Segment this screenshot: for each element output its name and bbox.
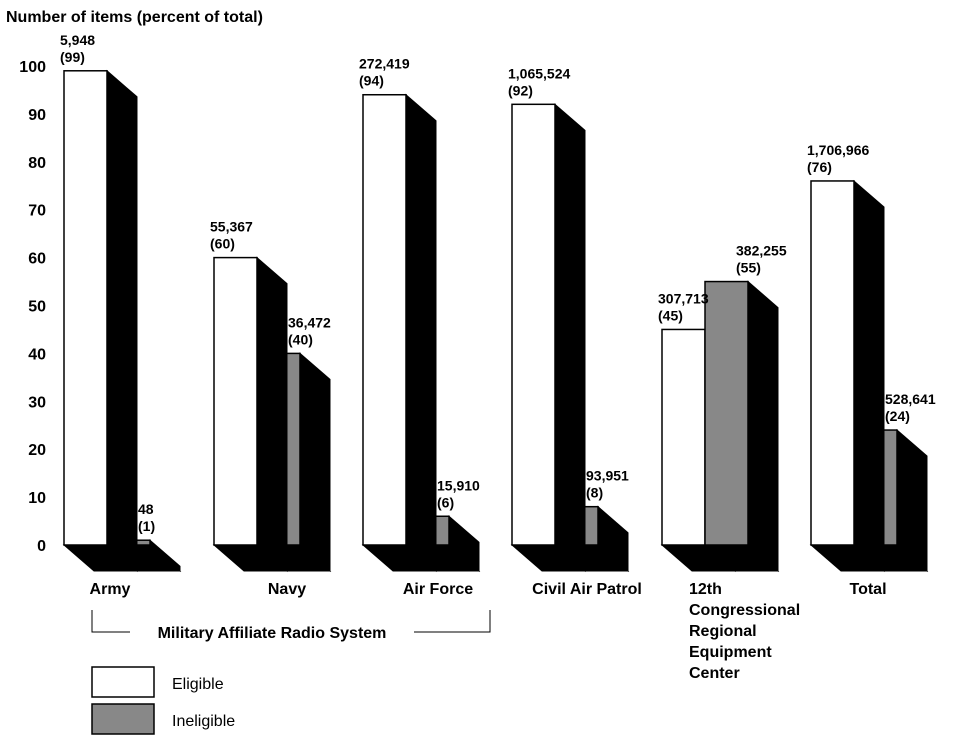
bar-side: [853, 179, 885, 573]
data-label-count: 48: [138, 501, 154, 517]
bar-group: [212, 256, 332, 573]
y-tick-label: 40: [28, 346, 46, 363]
group-bracket: Military Affiliate Radio System: [91, 610, 491, 642]
category-labels: Army Navy Air Force Civil Air Patrol 12th Con…: [90, 581, 887, 682]
bar-group: [660, 280, 780, 573]
bar-group: [809, 179, 929, 573]
bar-eligible: [63, 70, 108, 546]
data-label-count: 36,472: [288, 314, 331, 330]
legend: Eligible Ineligible: [91, 666, 235, 735]
category-label: Equipment: [689, 644, 772, 661]
y-tick-label: 10: [28, 490, 46, 507]
category-label: Navy: [268, 581, 306, 598]
data-label-count: 382,255: [736, 243, 787, 259]
data-label-count: 1,065,524: [508, 65, 570, 81]
data-label-count: 307,713: [658, 290, 709, 306]
data-label-percent: (92): [508, 82, 533, 98]
y-tick-label: 90: [28, 107, 46, 124]
data-label-count: 528,641: [885, 391, 936, 407]
y-axis-ticks: 0 10 20 30 40 50 60 70 80 90 100: [19, 59, 46, 555]
data-label-count: 1,706,966: [807, 142, 869, 158]
bar-side: [106, 69, 138, 573]
bar-eligible: [511, 103, 556, 546]
category-label: Total: [849, 581, 886, 598]
bar-eligible: [213, 256, 258, 546]
data-label-count: 93,951: [586, 468, 629, 484]
data-label-percent: (6): [437, 494, 454, 510]
group-label: Military Affiliate Radio System: [158, 625, 387, 642]
data-label-percent: (40): [288, 331, 313, 347]
data-labels: 5,948(99) 48(1) 55,367(60) 36,472(40) 272,41…: [60, 32, 936, 534]
y-tick-label: 80: [28, 155, 46, 172]
y-axis-title: Number of items (percent of total): [6, 9, 263, 26]
bar-side: [256, 256, 288, 573]
category-label: Center: [689, 665, 740, 682]
bar-side: [299, 352, 331, 573]
data-label-percent: (1): [138, 518, 155, 534]
category-label: Civil Air Patrol: [532, 581, 642, 598]
bar-group: [361, 93, 481, 573]
category-label: 12th: [689, 581, 722, 598]
legend-label: Ineligible: [172, 713, 235, 730]
data-label-count: 5,948: [60, 32, 95, 48]
y-tick-label: 0: [37, 538, 46, 555]
category-label: Congressional: [689, 602, 800, 619]
bar-side: [554, 103, 586, 573]
data-label-count: 15,910: [437, 477, 480, 493]
y-tick-label: 50: [28, 299, 46, 316]
data-label-count: 272,419: [359, 56, 410, 72]
data-label-percent: (45): [658, 307, 683, 323]
bar-side: [405, 93, 437, 573]
bar-side: [747, 280, 779, 573]
bar-eligible: [362, 93, 407, 546]
data-label-count: 55,367: [210, 219, 253, 235]
category-label: Air Force: [403, 581, 473, 598]
data-label-percent: (8): [586, 485, 603, 501]
data-label-percent: (99): [60, 49, 85, 65]
data-label-percent: (24): [885, 408, 910, 424]
data-label-percent: (60): [210, 236, 235, 252]
y-tick-label: 20: [28, 442, 46, 459]
legend-label: Eligible: [172, 676, 224, 693]
bar-group: [62, 69, 182, 573]
data-label-percent: (76): [807, 159, 832, 175]
bar-ineligible: [704, 280, 749, 546]
bars: [62, 69, 929, 573]
category-label: Army: [90, 581, 131, 598]
bracket-line: [91, 610, 491, 633]
legend-swatch: [91, 703, 155, 735]
y-tick-label: 60: [28, 251, 46, 268]
category-label: Regional: [689, 623, 757, 640]
legend-swatch: [91, 666, 155, 698]
y-tick-label: 30: [28, 394, 46, 411]
bar-eligible: [661, 328, 706, 546]
data-label-percent: (55): [736, 260, 761, 276]
bar-group: [510, 103, 630, 573]
bar-eligible: [810, 180, 855, 546]
y-tick-label: 100: [19, 59, 46, 76]
y-tick-label: 70: [28, 203, 46, 220]
data-label-percent: (94): [359, 73, 384, 89]
